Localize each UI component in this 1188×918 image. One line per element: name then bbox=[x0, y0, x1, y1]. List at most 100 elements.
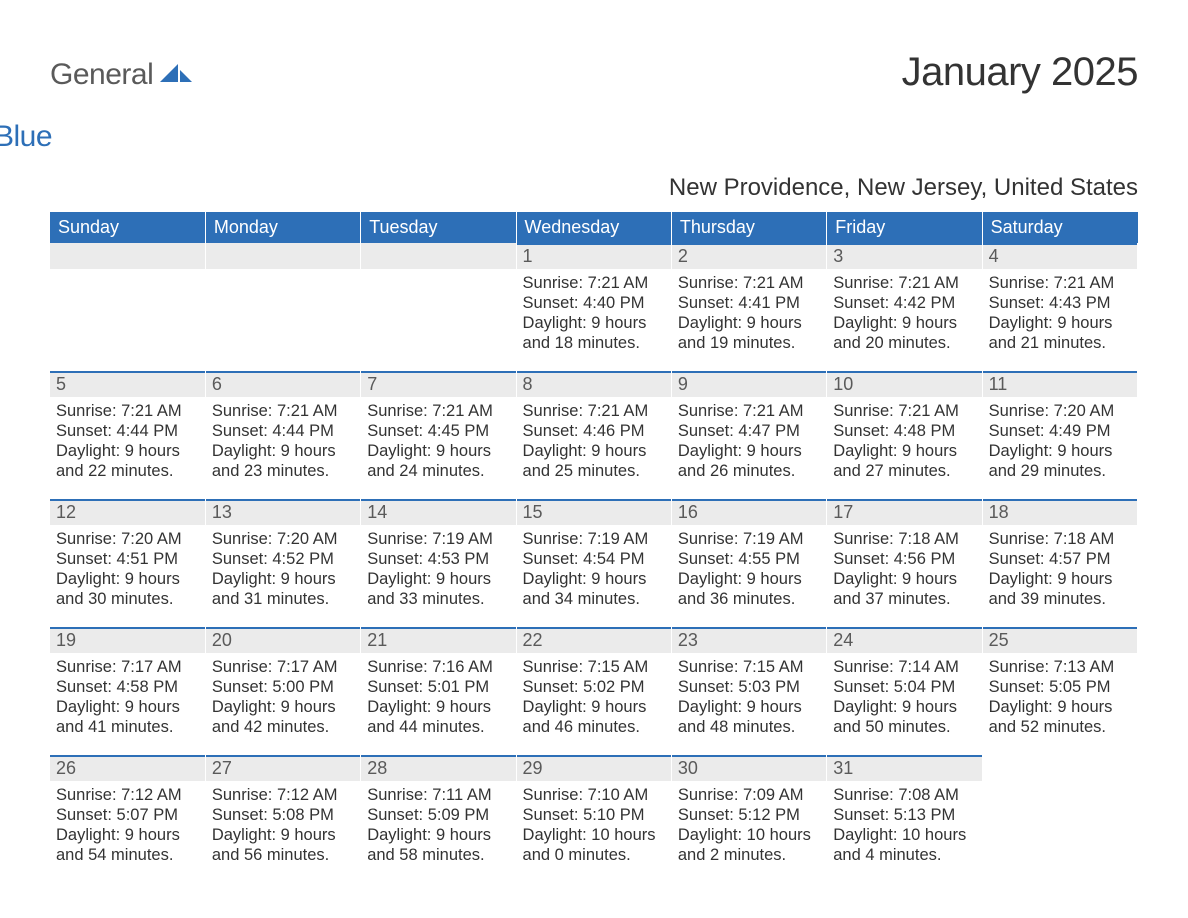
sunrise-line: Sunrise: 7:20 AM bbox=[56, 529, 199, 549]
daylight-line-2: and 46 minutes. bbox=[523, 717, 665, 737]
calendar-day-cell: 18Sunrise: 7:18 AMSunset: 4:57 PMDayligh… bbox=[982, 499, 1137, 627]
sunrise-line: Sunrise: 7:17 AM bbox=[56, 657, 199, 677]
calendar-day-cell: 29Sunrise: 7:10 AMSunset: 5:10 PMDayligh… bbox=[516, 755, 671, 883]
day-number bbox=[983, 755, 1137, 781]
daylight-line-1: Daylight: 9 hours bbox=[833, 697, 975, 717]
day-details: Sunrise: 7:21 AMSunset: 4:41 PMDaylight:… bbox=[672, 269, 826, 358]
day-number: 16 bbox=[672, 499, 826, 525]
daylight-line-1: Daylight: 9 hours bbox=[678, 569, 820, 589]
header: General Blue January 2025 bbox=[50, 50, 1138, 154]
sunset-line: Sunset: 5:08 PM bbox=[212, 805, 354, 825]
sunset-line: Sunset: 4:40 PM bbox=[523, 293, 665, 313]
day-number: 22 bbox=[517, 627, 671, 653]
day-number: 14 bbox=[361, 499, 515, 525]
daylight-line-2: and 29 minutes. bbox=[989, 461, 1131, 481]
day-details: Sunrise: 7:14 AMSunset: 5:04 PMDaylight:… bbox=[827, 653, 981, 742]
day-number: 19 bbox=[50, 627, 205, 653]
daylight-line-1: Daylight: 9 hours bbox=[833, 313, 975, 333]
sunrise-line: Sunrise: 7:21 AM bbox=[833, 273, 975, 293]
sunrise-line: Sunrise: 7:14 AM bbox=[833, 657, 975, 677]
sunrise-line: Sunrise: 7:21 AM bbox=[56, 401, 199, 421]
sunset-line: Sunset: 4:41 PM bbox=[678, 293, 820, 313]
sunset-line: Sunset: 5:03 PM bbox=[678, 677, 820, 697]
calendar-day-cell: 15Sunrise: 7:19 AMSunset: 4:54 PMDayligh… bbox=[516, 499, 671, 627]
day-details: Sunrise: 7:11 AMSunset: 5:09 PMDaylight:… bbox=[361, 781, 515, 870]
daylight-line-1: Daylight: 9 hours bbox=[523, 569, 665, 589]
sunrise-line: Sunrise: 7:19 AM bbox=[678, 529, 820, 549]
location-label: New Providence, New Jersey, United State… bbox=[50, 174, 1138, 202]
calendar-day-cell: 22Sunrise: 7:15 AMSunset: 5:02 PMDayligh… bbox=[516, 627, 671, 755]
daylight-line-2: and 48 minutes. bbox=[678, 717, 820, 737]
sunrise-line: Sunrise: 7:16 AM bbox=[367, 657, 509, 677]
sunset-line: Sunset: 4:42 PM bbox=[833, 293, 975, 313]
title-block: January 2025 bbox=[902, 50, 1138, 95]
daylight-line-2: and 0 minutes. bbox=[523, 845, 665, 865]
day-details: Sunrise: 7:13 AMSunset: 5:05 PMDaylight:… bbox=[983, 653, 1137, 742]
calendar-table: Sunday Monday Tuesday Wednesday Thursday… bbox=[50, 212, 1138, 883]
sunset-line: Sunset: 5:04 PM bbox=[833, 677, 975, 697]
daylight-line-2: and 2 minutes. bbox=[678, 845, 820, 865]
day-details: Sunrise: 7:19 AMSunset: 4:54 PMDaylight:… bbox=[517, 525, 671, 614]
daylight-line-2: and 42 minutes. bbox=[212, 717, 354, 737]
sunset-line: Sunset: 4:54 PM bbox=[523, 549, 665, 569]
daylight-line-2: and 20 minutes. bbox=[833, 333, 975, 353]
day-details: Sunrise: 7:08 AMSunset: 5:13 PMDaylight:… bbox=[827, 781, 981, 870]
daylight-line-2: and 56 minutes. bbox=[212, 845, 354, 865]
day-details: Sunrise: 7:21 AMSunset: 4:48 PMDaylight:… bbox=[827, 397, 981, 486]
day-details: Sunrise: 7:21 AMSunset: 4:42 PMDaylight:… bbox=[827, 269, 981, 358]
day-details: Sunrise: 7:15 AMSunset: 5:03 PMDaylight:… bbox=[672, 653, 826, 742]
daylight-line-1: Daylight: 10 hours bbox=[833, 825, 975, 845]
day-number: 27 bbox=[206, 755, 360, 781]
day-number: 11 bbox=[983, 371, 1137, 397]
day-number: 26 bbox=[50, 755, 205, 781]
sunset-line: Sunset: 5:09 PM bbox=[367, 805, 509, 825]
calendar-day-cell: 12Sunrise: 7:20 AMSunset: 4:51 PMDayligh… bbox=[50, 499, 205, 627]
sunset-line: Sunset: 4:43 PM bbox=[989, 293, 1131, 313]
daylight-line-1: Daylight: 9 hours bbox=[56, 697, 199, 717]
day-number: 30 bbox=[672, 755, 826, 781]
sunset-line: Sunset: 4:46 PM bbox=[523, 421, 665, 441]
calendar-day-cell bbox=[50, 243, 205, 371]
day-number bbox=[206, 243, 360, 269]
day-number: 6 bbox=[206, 371, 360, 397]
daylight-line-1: Daylight: 9 hours bbox=[56, 825, 199, 845]
sunrise-line: Sunrise: 7:21 AM bbox=[833, 401, 975, 421]
day-details: Sunrise: 7:16 AMSunset: 5:01 PMDaylight:… bbox=[361, 653, 515, 742]
day-details: Sunrise: 7:21 AMSunset: 4:45 PMDaylight:… bbox=[361, 397, 515, 486]
weekday-header: Wednesday bbox=[516, 212, 671, 243]
sunset-line: Sunset: 5:05 PM bbox=[989, 677, 1131, 697]
sunrise-line: Sunrise: 7:20 AM bbox=[989, 401, 1131, 421]
sunrise-line: Sunrise: 7:18 AM bbox=[833, 529, 975, 549]
calendar-day-cell: 21Sunrise: 7:16 AMSunset: 5:01 PMDayligh… bbox=[361, 627, 516, 755]
daylight-line-2: and 27 minutes. bbox=[833, 461, 975, 481]
daylight-line-1: Daylight: 10 hours bbox=[678, 825, 820, 845]
daylight-line-2: and 31 minutes. bbox=[212, 589, 354, 609]
month-title: January 2025 bbox=[902, 50, 1138, 95]
sunrise-line: Sunrise: 7:21 AM bbox=[212, 401, 354, 421]
sunset-line: Sunset: 5:01 PM bbox=[367, 677, 509, 697]
calendar-day-cell: 7Sunrise: 7:21 AMSunset: 4:45 PMDaylight… bbox=[361, 371, 516, 499]
daylight-line-2: and 39 minutes. bbox=[989, 589, 1131, 609]
day-number: 8 bbox=[517, 371, 671, 397]
sunrise-line: Sunrise: 7:21 AM bbox=[523, 273, 665, 293]
daylight-line-1: Daylight: 9 hours bbox=[989, 313, 1131, 333]
day-details: Sunrise: 7:21 AMSunset: 4:43 PMDaylight:… bbox=[983, 269, 1137, 358]
daylight-line-1: Daylight: 9 hours bbox=[212, 697, 354, 717]
day-number: 9 bbox=[672, 371, 826, 397]
day-number: 24 bbox=[827, 627, 981, 653]
sunset-line: Sunset: 4:58 PM bbox=[56, 677, 199, 697]
brand-text-general: General bbox=[50, 58, 153, 91]
brand-text-blue: Blue bbox=[0, 120, 192, 154]
sunset-line: Sunset: 5:07 PM bbox=[56, 805, 199, 825]
daylight-line-1: Daylight: 9 hours bbox=[833, 569, 975, 589]
calendar-day-cell: 28Sunrise: 7:11 AMSunset: 5:09 PMDayligh… bbox=[361, 755, 516, 883]
calendar-day-cell: 6Sunrise: 7:21 AMSunset: 4:44 PMDaylight… bbox=[205, 371, 360, 499]
daylight-line-1: Daylight: 9 hours bbox=[523, 697, 665, 717]
sunset-line: Sunset: 5:12 PM bbox=[678, 805, 820, 825]
daylight-line-1: Daylight: 9 hours bbox=[56, 441, 199, 461]
day-details: Sunrise: 7:18 AMSunset: 4:56 PMDaylight:… bbox=[827, 525, 981, 614]
sunrise-line: Sunrise: 7:15 AM bbox=[523, 657, 665, 677]
weekday-header: Friday bbox=[827, 212, 982, 243]
sunrise-line: Sunrise: 7:19 AM bbox=[523, 529, 665, 549]
daylight-line-2: and 24 minutes. bbox=[367, 461, 509, 481]
